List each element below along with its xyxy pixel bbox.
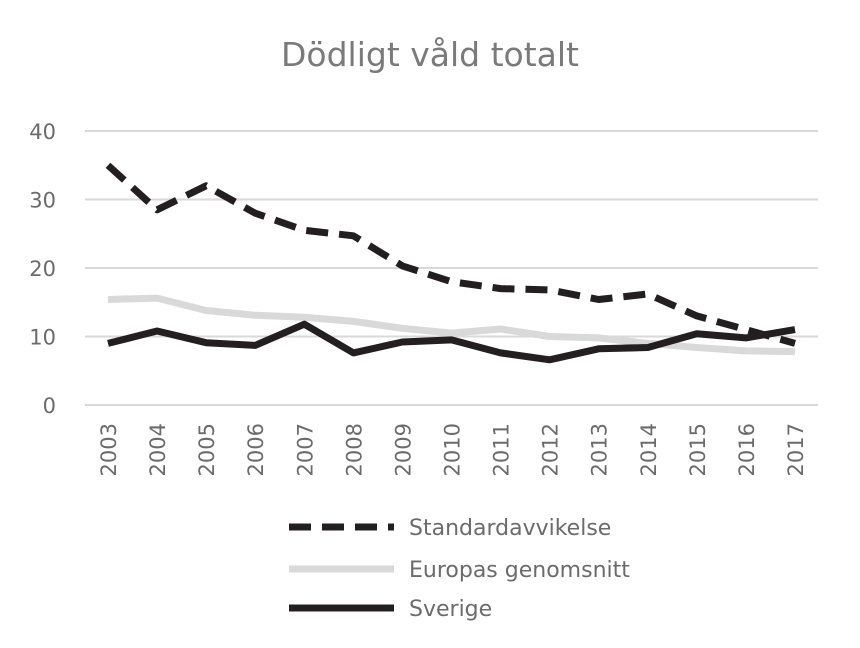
y-tick-label: 30 <box>29 189 56 213</box>
y-axis-ticks: 0 10 20 30 40 <box>29 120 56 418</box>
series-line-0 <box>105 162 796 347</box>
x-tick-label: 2015 <box>686 423 710 476</box>
x-tick-label: 2012 <box>539 423 563 476</box>
x-tick-label: 2003 <box>97 423 121 476</box>
y-tick-label: 40 <box>29 120 56 144</box>
x-tick-label: 2016 <box>735 423 759 476</box>
x-tick-label: 2013 <box>588 423 612 476</box>
x-tick-label: 2007 <box>293 423 317 476</box>
chart-title: Dödligt våld totalt <box>281 35 579 74</box>
legend-label-1: Europas genomsnitt <box>409 558 630 583</box>
x-tick-label: 2004 <box>146 423 170 476</box>
y-tick-label: 10 <box>29 326 56 350</box>
legend: Standardavvikelse Europas genomsnitt Sveri… <box>289 516 630 622</box>
y-tick-label: 20 <box>29 257 56 281</box>
legend-label-0: Standardavvikelse <box>409 516 611 541</box>
series-line-2 <box>107 320 796 364</box>
gridlines <box>85 130 818 406</box>
x-tick-label: 2011 <box>490 423 514 476</box>
x-tick-label: 2006 <box>244 423 268 476</box>
x-tick-label: 2005 <box>195 423 219 476</box>
x-tick-label: 2014 <box>637 423 661 476</box>
x-tick-label: 2009 <box>391 423 415 476</box>
x-tick-label: 2008 <box>342 423 366 476</box>
legend-label-2: Sverige <box>409 597 492 622</box>
x-axis-ticks: 2003 2004 2005 2006 2007 2008 2009 2010 2011 2012… <box>97 423 808 476</box>
series-line-1 <box>107 294 796 356</box>
y-tick-label: 0 <box>43 394 56 418</box>
series-lines <box>105 162 796 364</box>
x-tick-label: 2017 <box>784 423 808 476</box>
x-tick-label: 2010 <box>440 423 464 476</box>
